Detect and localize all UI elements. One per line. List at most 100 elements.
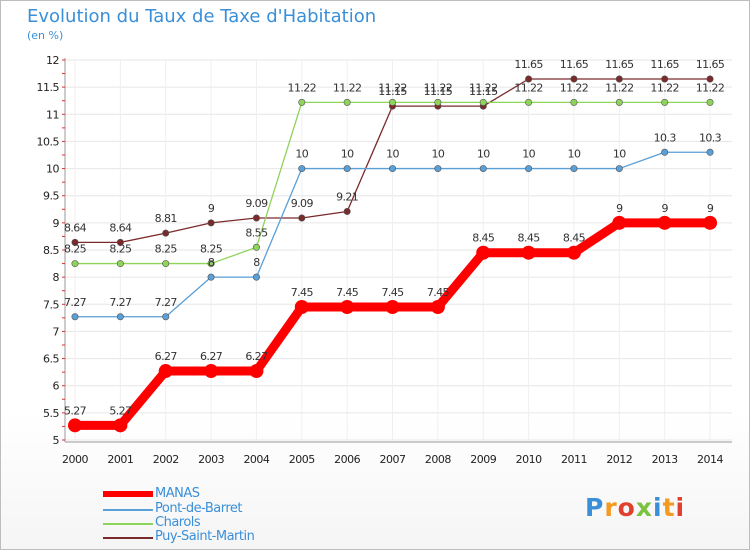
- x-tick-label: 2011: [561, 453, 587, 466]
- data-point: [661, 98, 669, 106]
- data-label: 11.22: [605, 81, 634, 94]
- y-tick-label: 9.5: [43, 190, 59, 203]
- legend-label-charols: Charols: [155, 515, 201, 530]
- data-point: [116, 260, 124, 268]
- data-point: [525, 98, 533, 106]
- data-label: 6.27: [245, 350, 268, 363]
- legend-item-puy-saint-martin[interactable]: Puy-Saint-Martin: [103, 529, 403, 545]
- legend-item-charols[interactable]: Charols: [103, 515, 403, 531]
- legend-swatch-pont-de-barret: [103, 509, 153, 511]
- data-label: 10: [568, 148, 581, 161]
- data-point: [706, 75, 714, 83]
- data-label: 10: [295, 148, 308, 161]
- x-tick-label: 2005: [289, 453, 315, 466]
- data-label: 11.65: [605, 58, 634, 71]
- data-label: 11.15: [469, 85, 498, 98]
- data-label: 10: [431, 148, 444, 161]
- y-tick-label: 9: [53, 217, 60, 230]
- data-label: 11.65: [514, 58, 543, 71]
- y-tick-label: 5: [53, 434, 60, 447]
- data-point: [343, 98, 351, 106]
- x-tick-label: 2004: [243, 453, 269, 466]
- legend-item-pont-de-barret[interactable]: Pont-de-Barret: [103, 501, 403, 517]
- x-tick-label: 2007: [380, 453, 406, 466]
- data-label: 8.25: [109, 243, 132, 256]
- y-tick-label: 6: [53, 380, 60, 393]
- data-point: [434, 165, 442, 173]
- data-label: 11.15: [378, 85, 407, 98]
- data-label: 8.81: [155, 212, 177, 225]
- data-label: 9: [661, 202, 668, 215]
- y-tick-label: 12: [46, 54, 59, 67]
- logo-letter: x: [635, 493, 653, 522]
- data-point: [566, 245, 581, 260]
- data-point: [525, 75, 533, 83]
- y-tick-label: 10.5: [37, 135, 60, 148]
- y-tick-label: 10: [46, 163, 59, 176]
- data-label: 11.22: [378, 81, 407, 94]
- data-label: 11.22: [469, 81, 498, 94]
- data-point: [207, 260, 215, 268]
- data-label: 8.45: [472, 232, 495, 245]
- legend-label-puy-saint-martin: Puy-Saint-Martin: [155, 529, 255, 544]
- data-point: [113, 418, 128, 433]
- data-point: [343, 165, 351, 173]
- data-point: [249, 364, 264, 379]
- x-tick-label: 2013: [652, 453, 678, 466]
- data-point: [389, 165, 397, 173]
- data-point: [570, 75, 578, 83]
- data-point: [71, 313, 79, 321]
- data-point: [158, 364, 173, 379]
- data-label: 10: [522, 148, 535, 161]
- data-label: 9: [707, 202, 714, 215]
- data-point: [615, 98, 623, 106]
- logo-letter: P: [585, 493, 605, 522]
- data-point: [521, 245, 536, 260]
- data-label: 11.22: [288, 81, 317, 94]
- logo-letter: o: [617, 493, 636, 522]
- data-label: 8.25: [64, 243, 87, 256]
- y-tick-label: 7.5: [43, 298, 59, 311]
- data-label: 7.45: [291, 286, 314, 299]
- data-point: [252, 273, 260, 281]
- data-point: [476, 245, 491, 260]
- x-tick-label: 2001: [107, 453, 133, 466]
- data-label: 8.25: [155, 243, 178, 256]
- x-tick-label: 2000: [62, 453, 88, 466]
- data-label: 11.22: [514, 81, 543, 94]
- data-point: [479, 98, 487, 106]
- data-label: 11.22: [696, 81, 725, 94]
- data-label: 8: [253, 256, 260, 269]
- data-point: [298, 165, 306, 173]
- data-label: 10: [386, 148, 399, 161]
- data-label: 7.27: [109, 296, 132, 309]
- data-point: [706, 98, 714, 106]
- data-label: 11.15: [424, 85, 453, 98]
- data-point: [162, 313, 170, 321]
- data-label: 7.27: [155, 296, 178, 309]
- legend-swatch-charols: [103, 523, 153, 525]
- x-tick-label: 2006: [334, 453, 360, 466]
- data-label: 10.3: [654, 131, 677, 144]
- data-point: [204, 364, 219, 379]
- y-tick-label: 11.5: [37, 81, 60, 94]
- data-point: [252, 214, 260, 222]
- legend-swatch-manas: [103, 491, 153, 497]
- data-point: [343, 207, 351, 215]
- x-tick-label: 2010: [516, 453, 542, 466]
- logo-letter: t: [662, 493, 676, 522]
- y-tick-label: 5.5: [43, 407, 59, 420]
- legend-item-manas[interactable]: MANAS: [103, 486, 403, 502]
- chart-title: Evolution du Taux de Taxe d'Habitation: [27, 6, 377, 27]
- logo-letter: i: [675, 493, 686, 522]
- x-tick-label: 2014: [697, 453, 723, 466]
- data-label: 10: [613, 148, 626, 161]
- data-point: [661, 75, 669, 83]
- data-label: 8.64: [109, 221, 132, 234]
- data-point: [389, 98, 397, 106]
- proxiti-logo: Proxiti: [585, 493, 685, 522]
- data-label: 8: [208, 256, 215, 269]
- data-label: 11.22: [650, 81, 679, 94]
